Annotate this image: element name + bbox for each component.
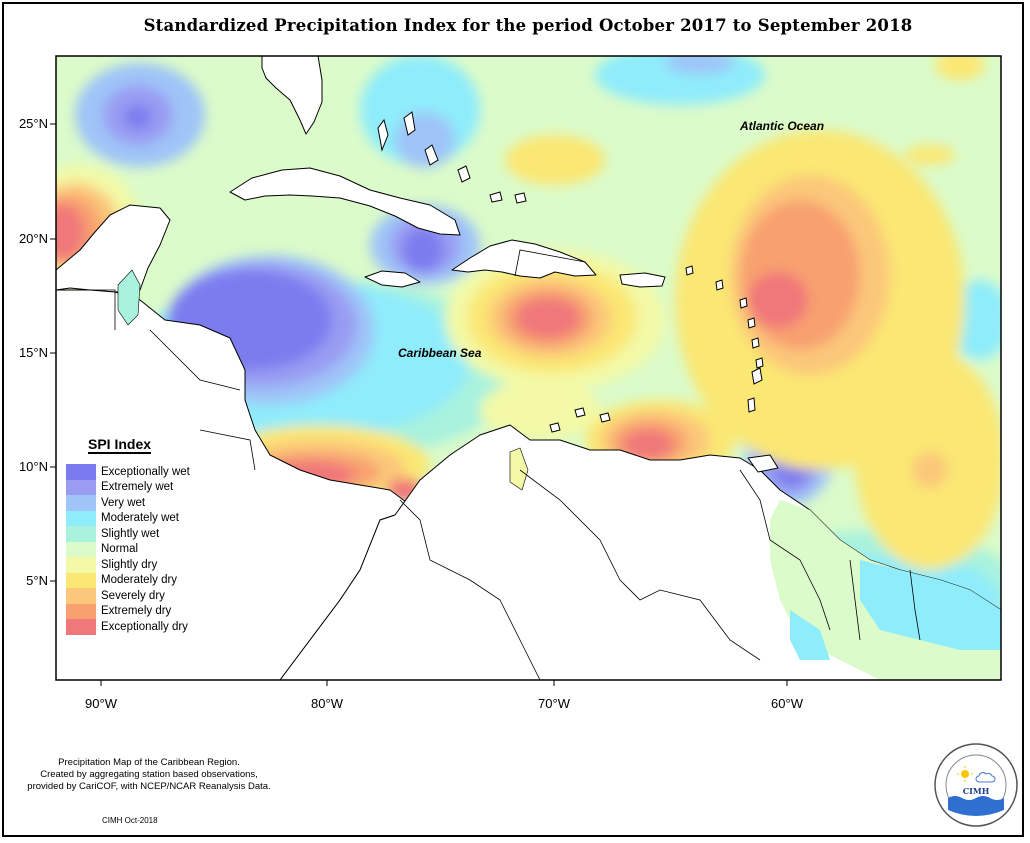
lon-label-60w: 60°W (771, 696, 803, 711)
legend-swatch (66, 588, 96, 604)
legend-item: Slightly wet (60, 526, 220, 542)
label-caribbean-sea: Caribbean Sea (398, 346, 482, 360)
legend-label: Moderately dry (101, 574, 178, 587)
legend-swatch (66, 479, 96, 495)
country-borders (56, 249, 921, 680)
jamaica (364, 270, 421, 288)
lon-label-70w: 70°W (538, 696, 570, 711)
cloud-icon (975, 772, 996, 783)
lat-label-10n: 10°N (18, 459, 48, 474)
lon-label-90w: 90°W (85, 696, 117, 711)
legend-item: Extremely wet (60, 479, 220, 495)
puerto-rico (619, 272, 666, 288)
legend-swatch (66, 572, 96, 588)
trinidad (747, 454, 779, 473)
cuba (229, 167, 461, 236)
legend-item: Normal (60, 541, 220, 557)
footer-line-1: Precipitation Map of the Caribbean Regio… (58, 757, 240, 768)
legend-swatch (66, 464, 96, 480)
small-islands (377, 111, 764, 433)
legend-label: Moderately wet (101, 512, 179, 525)
lon-label-80w: 80°W (311, 696, 343, 711)
legend-item: Moderately dry (60, 572, 220, 588)
yucatan (56, 204, 171, 293)
legend-swatch (66, 495, 96, 511)
map-border (55, 55, 1002, 681)
lat-label-20n: 20°N (18, 231, 48, 246)
footer-line-2: Created by aggregating station based obs… (40, 769, 258, 780)
legend-item: Slightly dry (60, 557, 220, 573)
map-title: Standardized Precipitation Index for the… (143, 16, 913, 35)
legend-swatch (66, 526, 96, 542)
legend-title: SPI Index (88, 436, 152, 454)
legend-label: Very wet (101, 496, 146, 509)
florida (261, 56, 323, 135)
legend-item: Severely dry (60, 588, 220, 604)
legend-swatch (66, 510, 96, 526)
land-shading (117, 269, 1001, 680)
legend-item: Extremely dry (60, 603, 220, 619)
logo-name: CIMH (963, 786, 990, 796)
legend-label: Normal (101, 543, 139, 556)
legend-item: Exceptionally dry (60, 619, 220, 635)
legend-item: Moderately wet (60, 510, 220, 526)
footer-line-3: provided by CariCOF, with NCEP/NCAR Rean… (27, 781, 271, 792)
legend-swatch (66, 557, 96, 573)
legend-label: Slightly wet (101, 527, 160, 540)
legend-label: Slightly dry (101, 558, 158, 571)
legend-swatch (66, 541, 96, 557)
footer-stamp: CIMH Oct-2018 (102, 816, 158, 825)
lat-label-15n: 15°N (18, 345, 48, 360)
legend-label: Exceptionally dry (101, 620, 188, 633)
axis-ticks (50, 123, 788, 686)
hispaniola (451, 239, 597, 279)
sun-icon (961, 770, 969, 778)
lat-label-25n: 25°N (18, 116, 48, 131)
legend-item: Exceptionally wet (60, 464, 220, 480)
spi-legend: SPI Index Exceptionally wet Extremely wet… (60, 436, 220, 635)
legend-label: Extremely wet (101, 481, 174, 494)
lat-label-5n: 5°N (26, 573, 48, 588)
legend-item: Very wet (60, 495, 220, 511)
waves-icon (948, 796, 1004, 816)
cimh-logo: CIMH (934, 743, 1018, 827)
footer-note: Precipitation Map of the Caribbean Regio… (4, 757, 294, 793)
legend-label: Severely dry (101, 589, 165, 602)
label-atlantic-ocean: Atlantic Ocean (740, 119, 825, 133)
legend-label: Extremely dry (101, 605, 172, 618)
legend-label: Exceptionally wet (101, 465, 190, 478)
legend-swatch (66, 619, 96, 635)
legend-swatch (66, 603, 96, 619)
